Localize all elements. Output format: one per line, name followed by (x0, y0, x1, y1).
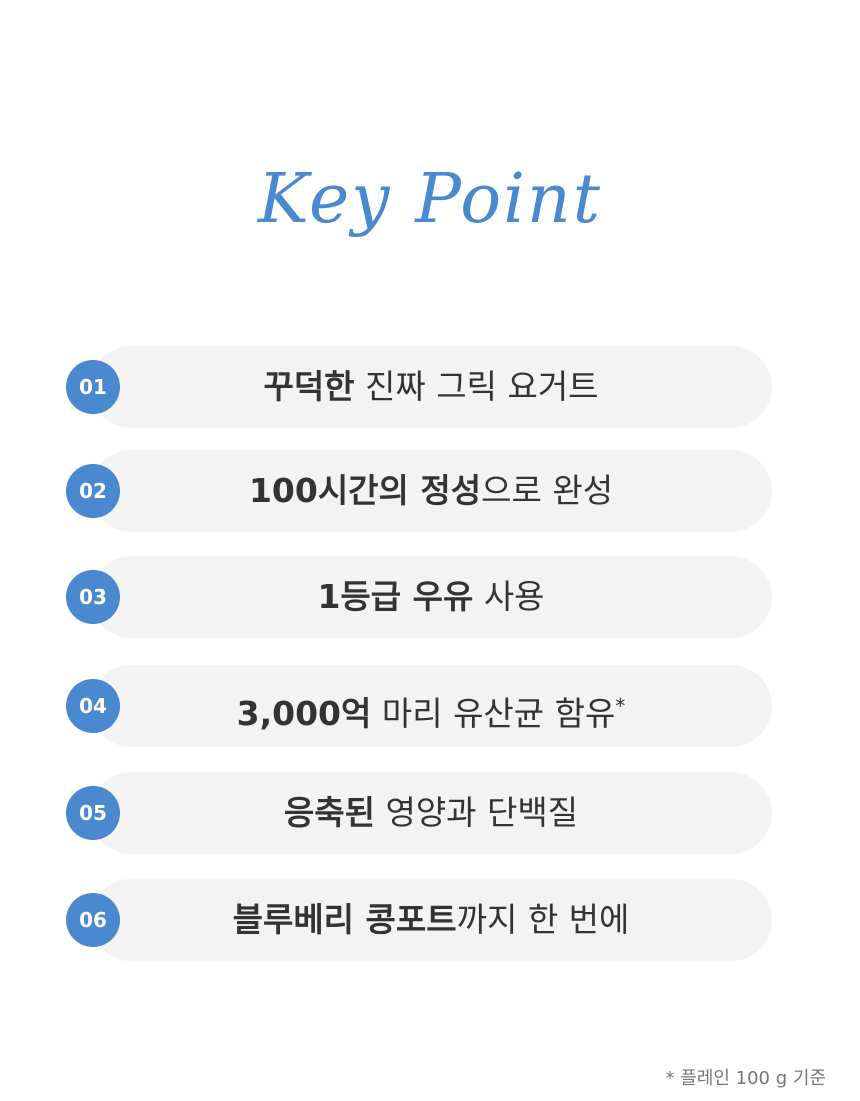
footnote: * 플레인 100 g 기준 (665, 1068, 826, 1089)
number-badge: 06 (66, 893, 120, 947)
point-text: 100시간의 정성으로 완성 (90, 450, 772, 532)
key-point: 06 블루베리 콩포트까지 한 번에 (66, 879, 772, 961)
point-text: 응축된 영양과 단백질 (90, 772, 772, 854)
pill (90, 665, 772, 747)
point-text: 3,000억 마리 유산균 함유* (90, 665, 772, 755)
text: 마리 유산균 함유 (371, 694, 616, 733)
bold-text: 1등급 우유 (317, 577, 474, 616)
key-point: 05 응축된 영양과 단백질 (66, 772, 772, 854)
text: 영양과 단백질 (374, 793, 579, 832)
bold-text: 100시간의 정성 (248, 471, 482, 510)
number-badge: 02 (66, 464, 120, 518)
key-point: 01 꾸덕한 진짜 그릭 요거트 (66, 346, 772, 428)
pill (90, 346, 772, 428)
text: 진짜 그릭 요거트 (354, 367, 599, 406)
title: Key Point (257, 160, 603, 239)
bold-text: 3,000억 (236, 694, 372, 733)
number-badge: 05 (66, 786, 120, 840)
text: 까지 한 번에 (456, 900, 630, 939)
text: 사용 (473, 577, 545, 616)
point-text: 1등급 우유 사용 (90, 556, 772, 638)
pill (90, 556, 772, 638)
footnote-mark: * (615, 694, 626, 718)
key-point: 02 100시간의 정성으로 완성 (66, 450, 772, 532)
number-badge: 04 (66, 679, 120, 733)
key-point: 04 3,000억 마리 유산균 함유* (66, 665, 772, 747)
key-point: 03 1등급 우유 사용 (66, 556, 772, 638)
pill (90, 879, 772, 961)
point-text: 블루베리 콩포트까지 한 번에 (90, 879, 772, 961)
bold-text: 꾸덕한 (263, 367, 355, 406)
bold-text: 블루베리 콩포트 (232, 900, 457, 939)
number-badge: 03 (66, 570, 120, 624)
pill (90, 772, 772, 854)
number-badge: 01 (66, 360, 120, 414)
pill (90, 450, 772, 532)
point-text: 꾸덕한 진짜 그릭 요거트 (90, 346, 772, 428)
bold-text: 응축된 (283, 793, 375, 832)
text: 으로 완성 (481, 471, 614, 510)
